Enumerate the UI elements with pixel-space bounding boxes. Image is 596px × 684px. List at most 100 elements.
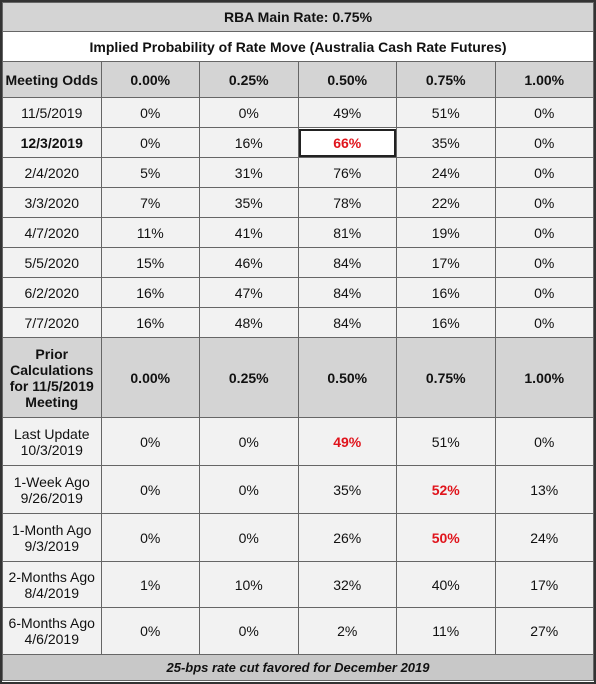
column-header: 0.25% bbox=[199, 337, 299, 418]
footer-note: 25-bps rate cut favored for December 201… bbox=[2, 654, 594, 681]
cell-value: 0% bbox=[100, 97, 200, 128]
column-header: 0.75% bbox=[396, 337, 496, 418]
data-row: 4/7/2020 11% 41% 81% 19% 0% bbox=[2, 217, 594, 248]
cell-value: 5% bbox=[100, 157, 200, 188]
cell-value: 0% bbox=[199, 97, 299, 128]
cell-value: 40% bbox=[396, 561, 496, 608]
cell-value: 84% bbox=[297, 277, 397, 308]
cell-value: 17% bbox=[396, 247, 496, 278]
cell-value: 0% bbox=[199, 513, 299, 562]
cell-value: 78% bbox=[297, 187, 397, 218]
row-label: 2/4/2020 bbox=[2, 157, 102, 188]
cell-value: 0% bbox=[100, 607, 200, 655]
cell-value: 16% bbox=[396, 307, 496, 338]
data-row: 7/7/2020 16% 48% 84% 16% 0% bbox=[2, 307, 594, 338]
subtitle: Implied Probability of Rate Move (Austra… bbox=[2, 31, 594, 62]
cell-value: 22% bbox=[396, 187, 496, 218]
data-row: 1-Week Ago 9/26/2019 0% 0% 35% 52% 13% bbox=[2, 465, 594, 514]
row-label-line: 1-Week Ago bbox=[13, 473, 90, 490]
cell-value: 52% bbox=[396, 465, 496, 514]
row-label: 4/7/2020 bbox=[2, 217, 102, 248]
cell-value: 0% bbox=[100, 513, 200, 562]
cell-value: 81% bbox=[297, 217, 397, 248]
data-row: 5/5/2020 15% 46% 84% 17% 0% bbox=[2, 247, 594, 278]
cell-value: 26% bbox=[297, 513, 397, 562]
row-label: 7/7/2020 bbox=[2, 307, 102, 338]
cell-value: 10% bbox=[199, 561, 299, 608]
cell-value: 0% bbox=[494, 187, 594, 218]
cell-value: 15% bbox=[100, 247, 200, 278]
cell-value: 32% bbox=[297, 561, 397, 608]
column-header: 0.75% bbox=[396, 61, 496, 98]
cell-value: 35% bbox=[199, 187, 299, 218]
cell-value: 0% bbox=[494, 97, 594, 128]
column-header: Prior Calculations for 11/5/2019 Meeting bbox=[2, 337, 102, 418]
cell-value: 84% bbox=[297, 247, 397, 278]
row-label-line: Last Update bbox=[14, 425, 90, 442]
cell-value: 0% bbox=[494, 277, 594, 308]
column-header: 0.50% bbox=[297, 337, 397, 418]
cell-value: 27% bbox=[494, 607, 594, 655]
cell-value: 16% bbox=[199, 127, 299, 158]
cell-value: 51% bbox=[396, 97, 496, 128]
cell-value: 35% bbox=[297, 465, 397, 514]
row-label-line: 1-Month Ago bbox=[12, 521, 92, 538]
column-header: Meeting Odds bbox=[2, 61, 102, 98]
row-label: 2-Months Ago 8/4/2019 bbox=[2, 561, 102, 608]
column-header: 0.00% bbox=[100, 337, 200, 418]
cell-value: 24% bbox=[396, 157, 496, 188]
cell-value: 0% bbox=[494, 217, 594, 248]
cell-value: 76% bbox=[297, 157, 397, 188]
row-label: 1-Week Ago 9/26/2019 bbox=[2, 465, 102, 514]
row-label: 11/5/2019 bbox=[2, 97, 102, 128]
cell-value: 11% bbox=[100, 217, 200, 248]
cell-value: 17% bbox=[494, 561, 594, 608]
data-row: 2-Months Ago 8/4/2019 1% 10% 32% 40% 17% bbox=[2, 561, 594, 608]
row-label-line: 9/26/2019 bbox=[20, 489, 83, 506]
cell-value: 19% bbox=[396, 217, 496, 248]
column-header: 0.50% bbox=[297, 61, 397, 98]
data-row: 2/4/2020 5% 31% 76% 24% 0% bbox=[2, 157, 594, 188]
cell-value: 1% bbox=[100, 561, 200, 608]
cell-value: 41% bbox=[199, 217, 299, 248]
data-row: Last Update 10/3/2019 0% 0% 49% 51% 0% bbox=[2, 417, 594, 466]
row-label-line: 8/4/2019 bbox=[24, 584, 80, 601]
row-label: Last Update 10/3/2019 bbox=[2, 417, 102, 466]
cell-value: 49% bbox=[297, 417, 397, 466]
row-label: 3/3/2020 bbox=[2, 187, 102, 218]
title: RBA Main Rate: 0.75% bbox=[2, 2, 594, 32]
cell-value: 66% bbox=[297, 127, 397, 158]
column-header: 1.00% bbox=[494, 337, 594, 418]
column-header: 0.25% bbox=[199, 61, 299, 98]
cell-value: 0% bbox=[199, 465, 299, 514]
cell-value: 0% bbox=[100, 127, 200, 158]
cell-value: 46% bbox=[199, 247, 299, 278]
cell-value: 0% bbox=[199, 607, 299, 655]
data-row: 12/3/2019 0% 16% 66% 35% 0% bbox=[2, 127, 594, 158]
cell-value: 0% bbox=[100, 465, 200, 514]
row-label: 6/2/2020 bbox=[2, 277, 102, 308]
cell-value: 50% bbox=[396, 513, 496, 562]
cell-value: 0% bbox=[494, 157, 594, 188]
cell-value: 16% bbox=[100, 307, 200, 338]
column-header: 1.00% bbox=[494, 61, 594, 98]
cell-value: 0% bbox=[494, 127, 594, 158]
cell-value: 47% bbox=[199, 277, 299, 308]
cell-value: 13% bbox=[494, 465, 594, 514]
row-label-line: 9/3/2019 bbox=[24, 537, 80, 554]
cell-value: 0% bbox=[494, 417, 594, 466]
cell-value: 35% bbox=[396, 127, 496, 158]
row-label: 6-Months Ago 4/6/2019 bbox=[2, 607, 102, 655]
cell-value: 16% bbox=[396, 277, 496, 308]
cell-value: 0% bbox=[494, 247, 594, 278]
cell-value: 48% bbox=[199, 307, 299, 338]
cell-value: 16% bbox=[100, 277, 200, 308]
cell-value: 49% bbox=[297, 97, 397, 128]
data-row: 11/5/2019 0% 0% 49% 51% 0% bbox=[2, 97, 594, 128]
cell-value: 0% bbox=[199, 417, 299, 466]
header-row: Prior Calculations for 11/5/2019 Meeting… bbox=[2, 337, 594, 418]
cell-value: 7% bbox=[100, 187, 200, 218]
row-label-line: 4/6/2019 bbox=[24, 631, 80, 647]
